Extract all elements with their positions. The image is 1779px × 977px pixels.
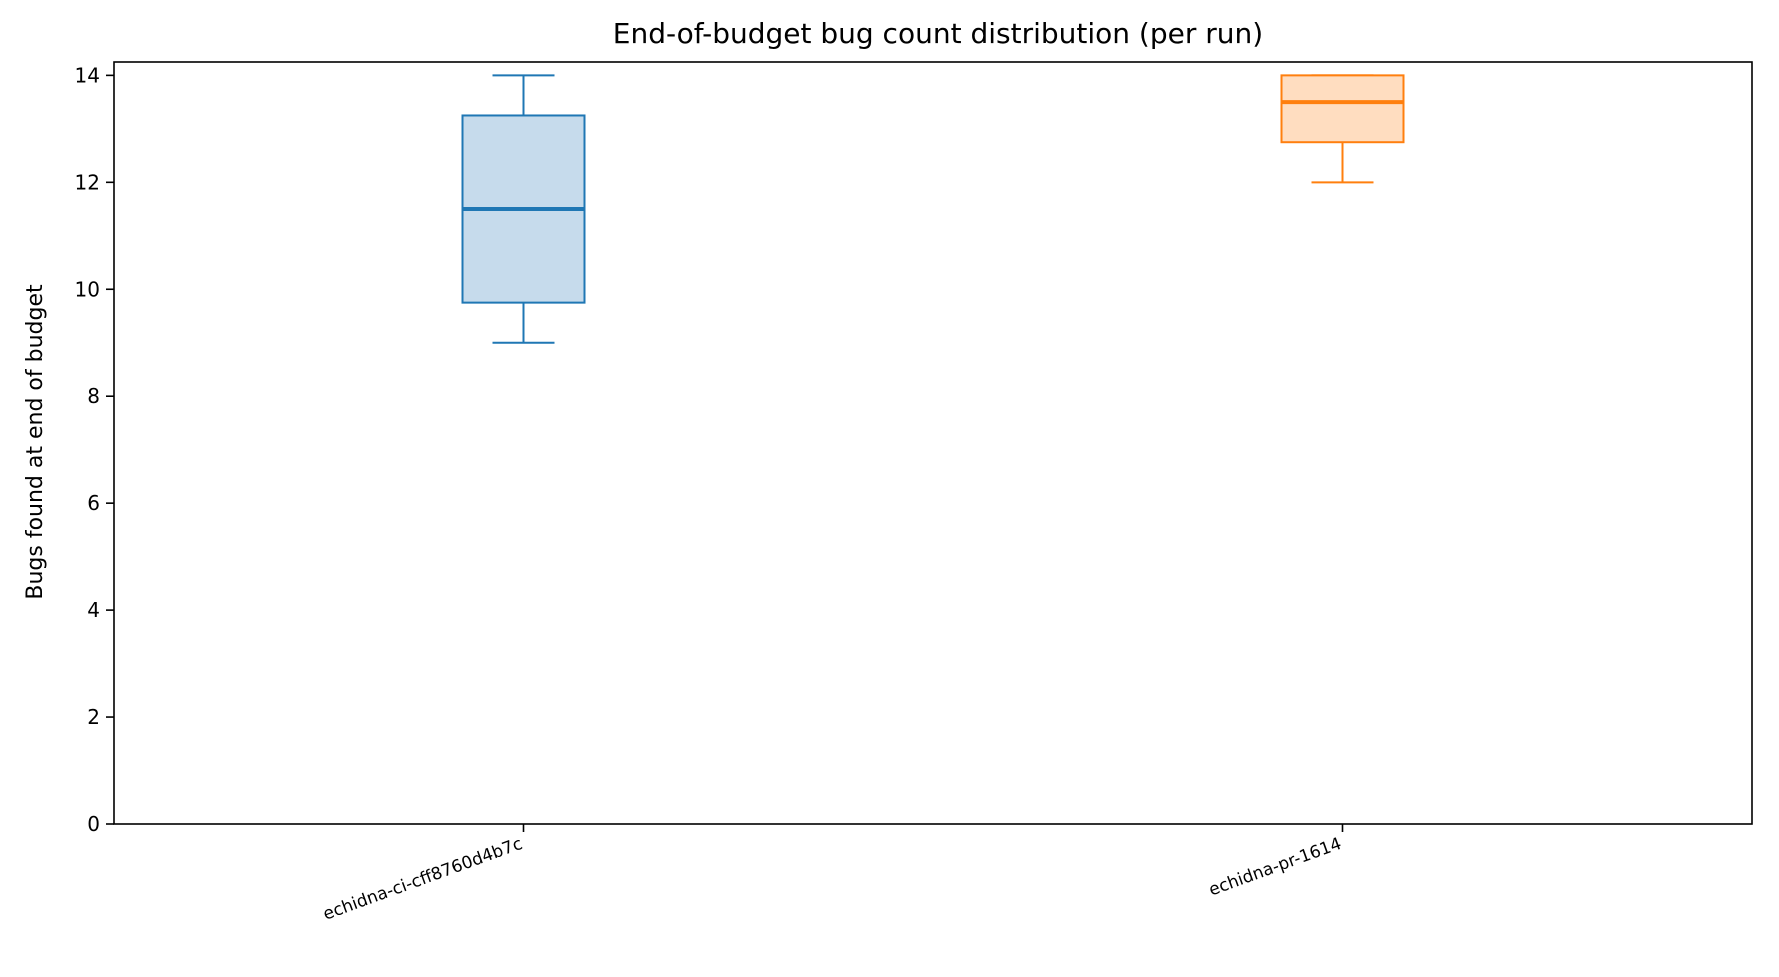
y-tick-label: 0 <box>87 812 100 836</box>
y-tick-label: 4 <box>87 598 100 622</box>
box <box>1280 74 1405 144</box>
x-tick-label: echidna-pr-1614 <box>1206 834 1344 901</box>
plot-area: 0 2 4 6 8 10 12 14 echidna-ci-cff8760d4b7c echidn… <box>75 63 1405 925</box>
plot-frame <box>113 61 1753 825</box>
y-tick-label: 12 <box>75 170 100 194</box>
y-tick-label: 8 <box>87 384 100 408</box>
chart-title: End-of-budget bug count distribution (pe… <box>613 17 1263 50</box>
y-tick-label: 6 <box>87 491 100 515</box>
x-tick-label: echidna-ci-cff8760d4b7c <box>321 834 526 925</box>
y-tick-label: 10 <box>75 277 100 301</box>
y-tick-label: 2 <box>87 705 100 729</box>
y-tick-label: 14 <box>75 63 100 87</box>
y-axis-title: Bugs found at end of budget <box>23 284 48 600</box>
